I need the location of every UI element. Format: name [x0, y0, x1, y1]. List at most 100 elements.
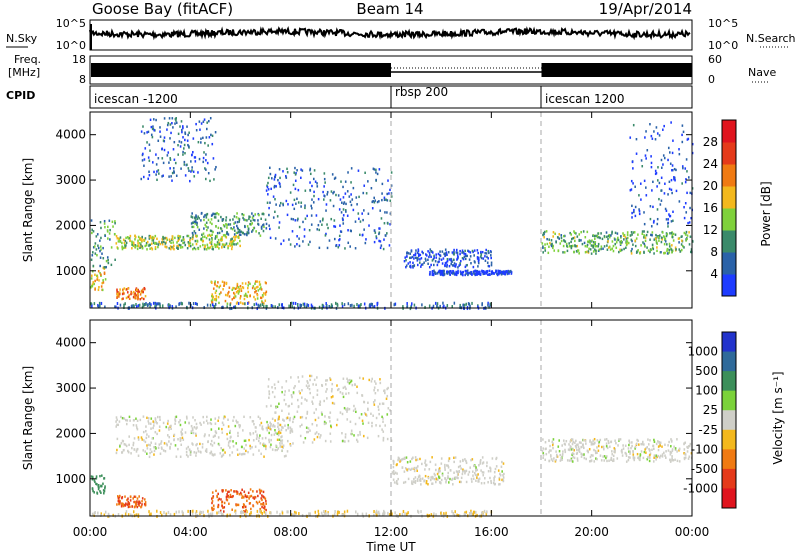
velocity-cell [687, 457, 690, 460]
power-cell [432, 273, 435, 277]
velocity-cell [580, 441, 582, 444]
power-ground-cell [462, 303, 464, 307]
power-cell [254, 298, 257, 301]
power-ground-cell [124, 302, 126, 306]
velocity-cell [90, 475, 93, 478]
power-cell [662, 128, 664, 131]
power-cell [580, 230, 582, 234]
velocity-cell [135, 450, 138, 453]
power-cell [94, 273, 96, 277]
power-cell [658, 134, 661, 137]
velocity-cell [331, 395, 334, 398]
velocity-cell [222, 506, 224, 510]
power-cell [146, 141, 148, 144]
power-cell [202, 235, 204, 239]
power-cell [546, 242, 549, 246]
power-cell [177, 247, 179, 250]
velocity-cell [628, 443, 630, 447]
power-cell [436, 271, 439, 275]
power-cell [670, 121, 672, 124]
power-cell [166, 123, 169, 127]
power-cell [672, 210, 674, 213]
velocity-cell [484, 477, 486, 480]
y-tick-label: 1000 [55, 472, 86, 486]
velocity-cell [590, 454, 593, 457]
power-cell [233, 233, 236, 236]
velocity-cell [329, 424, 332, 428]
velocity-cell [155, 420, 157, 424]
velocity-cell [222, 417, 225, 420]
velocity-cell [602, 455, 604, 458]
x-tick-label: 20:00 [574, 525, 609, 539]
power-cell [673, 176, 676, 180]
power-cell [128, 297, 131, 301]
power-cell [678, 200, 681, 203]
velocity-cell [228, 431, 231, 434]
velocity-cell [135, 417, 137, 420]
power-cell [642, 241, 644, 244]
power-cell [182, 238, 185, 241]
velocity-cell [342, 386, 345, 390]
velocity-cell [667, 444, 669, 447]
power-ground-cell [278, 303, 281, 307]
velocity-cell [438, 467, 441, 470]
velocity-cell [307, 427, 310, 430]
velocity-cell [447, 471, 450, 475]
velocity-cell [270, 443, 272, 446]
power-cell [119, 239, 122, 243]
velocity-cell [116, 503, 118, 506]
velocity-cell [215, 489, 217, 493]
power-cell [663, 242, 666, 246]
power-cell [603, 235, 606, 238]
velocity-cell [206, 422, 209, 425]
velocity-cell [231, 451, 234, 454]
velocity-cell [268, 390, 270, 393]
power-cell [350, 193, 352, 196]
velocity-cell [657, 454, 660, 458]
power-cell [638, 212, 641, 216]
velocity-cell [344, 433, 347, 436]
velocity-cell [354, 407, 357, 411]
power-cell [125, 296, 128, 300]
power-cell [455, 251, 458, 254]
power-ground-cell [132, 304, 135, 308]
velocity-cell [348, 378, 351, 382]
power-cell [626, 233, 629, 237]
velocity-cell [459, 464, 462, 468]
velocity-cell [625, 452, 627, 456]
velocity-cell [498, 478, 501, 481]
power-cell [686, 191, 688, 195]
power-cell [485, 272, 488, 275]
power-cell [205, 225, 208, 228]
power-cell [93, 282, 95, 286]
velocity-cell [164, 450, 167, 453]
power-cell [647, 249, 650, 252]
power-cell [278, 168, 281, 171]
velocity-cell [336, 418, 339, 421]
velocity-cell [381, 402, 384, 405]
velocity-cell [655, 458, 657, 461]
velocity-cell [638, 443, 640, 446]
power-cell [542, 251, 544, 254]
power-cell [216, 242, 219, 246]
power-cell [112, 225, 114, 228]
power-cell [182, 153, 184, 156]
power-cell [116, 290, 118, 293]
power-cell [278, 226, 280, 229]
power-cell [595, 244, 598, 248]
power-cell [184, 138, 186, 142]
velocity-cell [395, 481, 398, 485]
power-cell [420, 257, 423, 260]
power-cell [383, 198, 386, 202]
power-cell [227, 233, 230, 236]
power-cell [228, 286, 231, 289]
velocity-cell [146, 416, 148, 420]
colorbar-tick-label: 28 [703, 135, 718, 149]
power-cell [202, 160, 205, 164]
velocity-cell [174, 418, 176, 421]
power-cell [223, 281, 226, 284]
velocity-cell [555, 455, 558, 458]
power-cell [671, 236, 674, 239]
velocity-ground-cell [112, 513, 114, 517]
